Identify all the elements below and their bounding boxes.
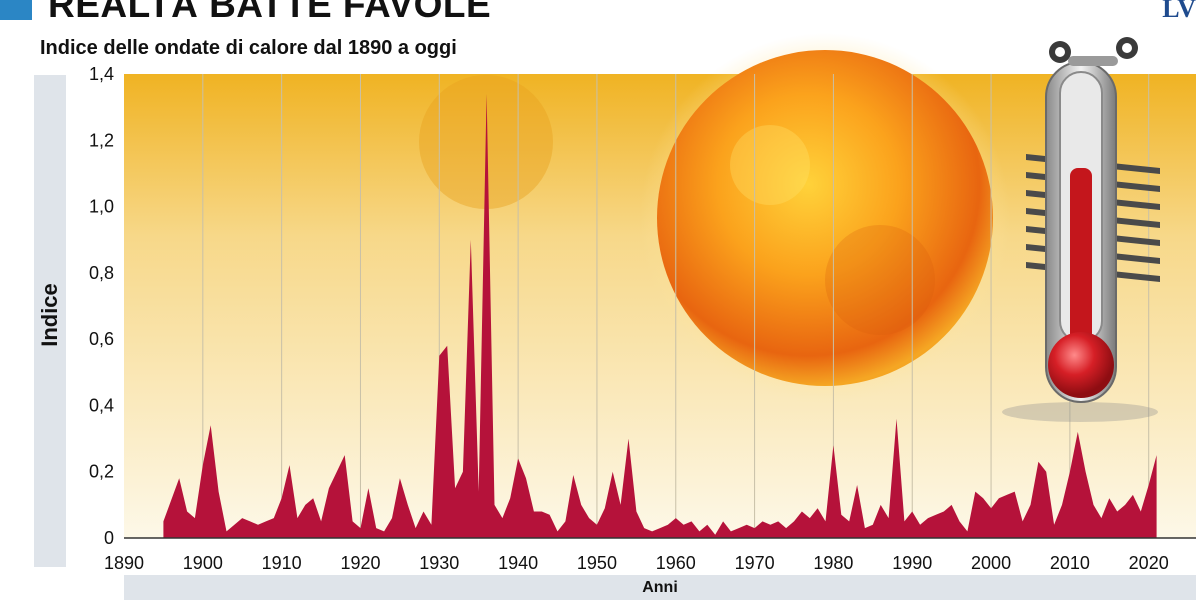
y-tick-label: 0,8 bbox=[89, 263, 114, 283]
headline: REALTÀ BATTE FAVOLE bbox=[48, 0, 492, 25]
sun-illustration bbox=[640, 33, 1010, 403]
y-tick-labels: 0 0,2 0,4 0,6 0,8 1,0 1,2 1,4 bbox=[89, 64, 114, 548]
y-axis-label: Indice bbox=[37, 283, 62, 347]
x-tick-label: 1900 bbox=[183, 553, 223, 573]
x-tick-label: 1980 bbox=[813, 553, 853, 573]
x-tick-label: 1950 bbox=[577, 553, 617, 573]
y-tick-label: 0,4 bbox=[89, 395, 114, 415]
x-axis-label-band bbox=[124, 575, 1196, 600]
y-tick-label: 1,4 bbox=[89, 64, 114, 84]
y-tick-label: 0,6 bbox=[89, 329, 114, 349]
x-tick-labels: 1890 1900 1910 1920 1930 1940 1950 1960 1970 1980… bbox=[104, 553, 1169, 573]
x-tick-label: 1920 bbox=[340, 553, 380, 573]
x-tick-label: 1890 bbox=[104, 553, 144, 573]
header-accent-square bbox=[0, 0, 32, 20]
x-tick-label: 1930 bbox=[419, 553, 459, 573]
x-tick-label: 1960 bbox=[656, 553, 696, 573]
y-tick-label: 0,2 bbox=[89, 462, 114, 482]
y-axis-label-band bbox=[34, 75, 66, 567]
x-axis-label: Anni bbox=[642, 579, 678, 596]
chart-subtitle: Indice delle ondate di calore dal 1890 a… bbox=[40, 37, 457, 59]
y-tick-label: 1,2 bbox=[89, 130, 114, 150]
vertical-grid bbox=[202, 74, 1150, 538]
y-tick-label: 1,0 bbox=[89, 197, 114, 217]
x-tick-label: 2000 bbox=[971, 553, 1011, 573]
x-tick-label: 1910 bbox=[262, 553, 302, 573]
x-tick-label: 2020 bbox=[1129, 553, 1169, 573]
publisher-logo: LV bbox=[1162, 0, 1196, 23]
thermometer-illustration bbox=[1002, 37, 1160, 422]
x-tick-label: 1990 bbox=[892, 553, 932, 573]
x-tick-label: 2010 bbox=[1050, 553, 1090, 573]
y-tick-label: 0 bbox=[104, 528, 114, 548]
x-tick-label: 1940 bbox=[498, 553, 538, 573]
x-tick-label: 1970 bbox=[735, 553, 775, 573]
